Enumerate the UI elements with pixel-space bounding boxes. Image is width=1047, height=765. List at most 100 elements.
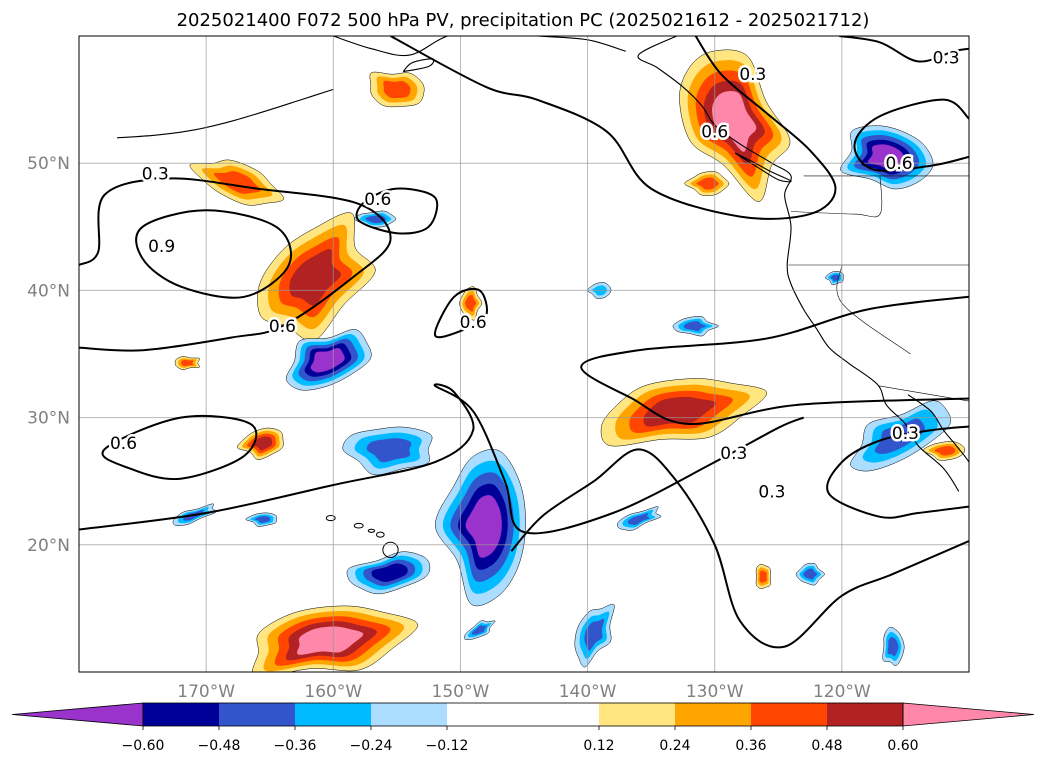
precip-level-4 <box>643 396 716 427</box>
lat-label-30: 30°N <box>27 409 70 429</box>
precip-system-north-pacific-28n <box>342 426 433 476</box>
precip-level-5 <box>712 91 757 152</box>
pv-0.9-closed <box>135 209 292 299</box>
alaska-coast <box>333 36 626 57</box>
precip-level-3 <box>803 568 818 580</box>
lat-label-40: 40°N <box>27 281 70 301</box>
gulf-of-california-coast <box>907 394 969 464</box>
precip-system-subtropical-31n <box>600 378 767 447</box>
pv-0.6-main <box>79 177 392 352</box>
lat-label-50: 50°N <box>27 154 70 174</box>
pv-contour-label-5: 0.9 <box>148 237 175 257</box>
precip-system-small-22n <box>245 512 278 527</box>
colorbar-bin-7 <box>675 703 751 726</box>
precip-system-small-39n <box>459 286 483 321</box>
precip-level-3 <box>181 359 194 367</box>
colorbar-tick-label-5: −0.12 <box>426 738 469 754</box>
precip-system-small-17n <box>755 563 771 590</box>
aleutian-chain <box>117 88 334 139</box>
pv-contour-labels: 0.3 0.6 0.3 0.6 0.9 0.6 0.6 0.6 0.3 0.3 0.3 0.3 0.6 <box>107 46 962 505</box>
precip-system-south-of-hawaii <box>252 605 418 672</box>
precip-system-baja-27n <box>922 441 965 461</box>
pv-0.3-main <box>79 383 805 535</box>
pv-contour-label-9: 0.3 <box>720 444 747 464</box>
precip-level-3 <box>383 80 411 99</box>
colorbar-bin-8 <box>751 703 827 726</box>
precip-level-5 <box>465 495 502 558</box>
precip-level-5 <box>310 347 345 373</box>
precip-level-3 <box>366 438 412 463</box>
lon-label-150: 150°W <box>432 682 490 702</box>
state-border-wa-or <box>790 175 883 218</box>
precip-level-3 <box>627 512 650 525</box>
longitude-labels: 170°W 160°W 150°W 140°W 130°W 120°W <box>177 682 871 702</box>
vancouver-island <box>734 152 792 183</box>
pv-0.6-east <box>580 295 969 426</box>
precip-level-3 <box>683 321 707 332</box>
colorbar-tick-label-10: 0.60 <box>887 738 918 754</box>
precip-system-tropical-12n <box>463 620 496 640</box>
chart-title: 2025021400 F072 500 hPa PV, precipitatio… <box>177 10 870 31</box>
map-background <box>79 36 969 672</box>
precip-system-small-37n <box>672 316 719 337</box>
us-mexico-border <box>878 385 969 402</box>
pv-contour-label-10: 0.3 <box>758 482 785 502</box>
colorbar-tick-label-2: −0.48 <box>198 738 241 754</box>
precip-system-subtropic-28n <box>237 427 284 460</box>
precip-level-3 <box>254 516 271 523</box>
pv-contour-layer <box>79 36 969 649</box>
pv-contour-label-13: 0.6 <box>886 154 913 174</box>
colorbar-tick-label-1: −0.60 <box>122 738 165 754</box>
pv-0.6-closed-small <box>355 187 439 235</box>
precip-system-north-pacific-40n <box>257 212 376 342</box>
colorbar-bin-4 <box>371 703 447 726</box>
lon-label-120: 120°W <box>813 682 871 702</box>
precip-level-3 <box>759 570 767 583</box>
precip-system-north-pacific-35n <box>286 329 372 391</box>
hawaii-island-4 <box>376 531 385 538</box>
pv-contour-label-12: 0.3 <box>933 49 960 69</box>
colorbar-tick-label-3: −0.36 <box>274 738 317 754</box>
pv-0.6-alaska <box>390 36 837 220</box>
precip-level-3 <box>465 294 477 312</box>
pv-contour-label-2: 0.6 <box>701 122 728 142</box>
precip-level-3 <box>696 177 719 190</box>
lat-label-20: 20°N <box>27 536 70 556</box>
precip-system-tropical-13n <box>574 603 615 668</box>
pv-contour-label-1: 0.3 <box>739 65 766 85</box>
pv-contour-label-11: 0.3 <box>892 424 919 444</box>
colorbar-tick-label-4: −0.24 <box>350 738 393 754</box>
colorbar-extend-low <box>11 702 144 727</box>
precip-system-tropical-12n-east <box>882 626 905 666</box>
pv-0.3-northeast <box>839 36 969 63</box>
hawaii-island-1 <box>325 515 336 522</box>
pv-contour-label-6: 0.6 <box>269 317 296 337</box>
colorbar-bin-2 <box>219 703 295 726</box>
colorbar-bin-1 <box>143 703 219 726</box>
pv-contour-label-8: 0.6 <box>110 434 137 454</box>
precip-level-3 <box>830 274 840 282</box>
colorbar-tick-label-8: 0.36 <box>735 738 766 754</box>
precip-system-gulf-of-alaska <box>369 71 425 108</box>
precip-system-small-34n <box>174 356 201 370</box>
colorbar-tick-label-6: 0.12 <box>583 738 614 754</box>
map-panel: 0.3 0.6 0.3 0.6 0.9 0.6 0.6 0.6 0.3 0.3 0.3 0.3 0.6 <box>78 35 970 673</box>
colorbar-bin-5 <box>447 703 599 726</box>
precip-system-offshore-48n <box>684 171 730 196</box>
precip-level-4 <box>289 249 341 306</box>
precip-level-5 <box>297 626 364 655</box>
precip-system-small-22n-east <box>617 506 662 531</box>
lon-label-160: 160°W <box>304 682 362 702</box>
hawaii-island-5 <box>382 541 399 559</box>
pv-0.6-canada <box>853 98 969 172</box>
precip-level-4 <box>251 436 273 451</box>
precip-level-3 <box>471 625 488 635</box>
precip-system-small-17n-east <box>795 562 825 586</box>
pv-0.3-south <box>510 448 969 649</box>
pv-0.6-loop-38n <box>433 287 488 339</box>
precip-system-western-canada <box>840 125 934 190</box>
precip-level-3 <box>584 619 605 651</box>
precip-system-east-of-hawaii <box>435 449 526 607</box>
north-america-coast <box>637 36 960 492</box>
lon-label-170: 170°W <box>177 682 235 702</box>
